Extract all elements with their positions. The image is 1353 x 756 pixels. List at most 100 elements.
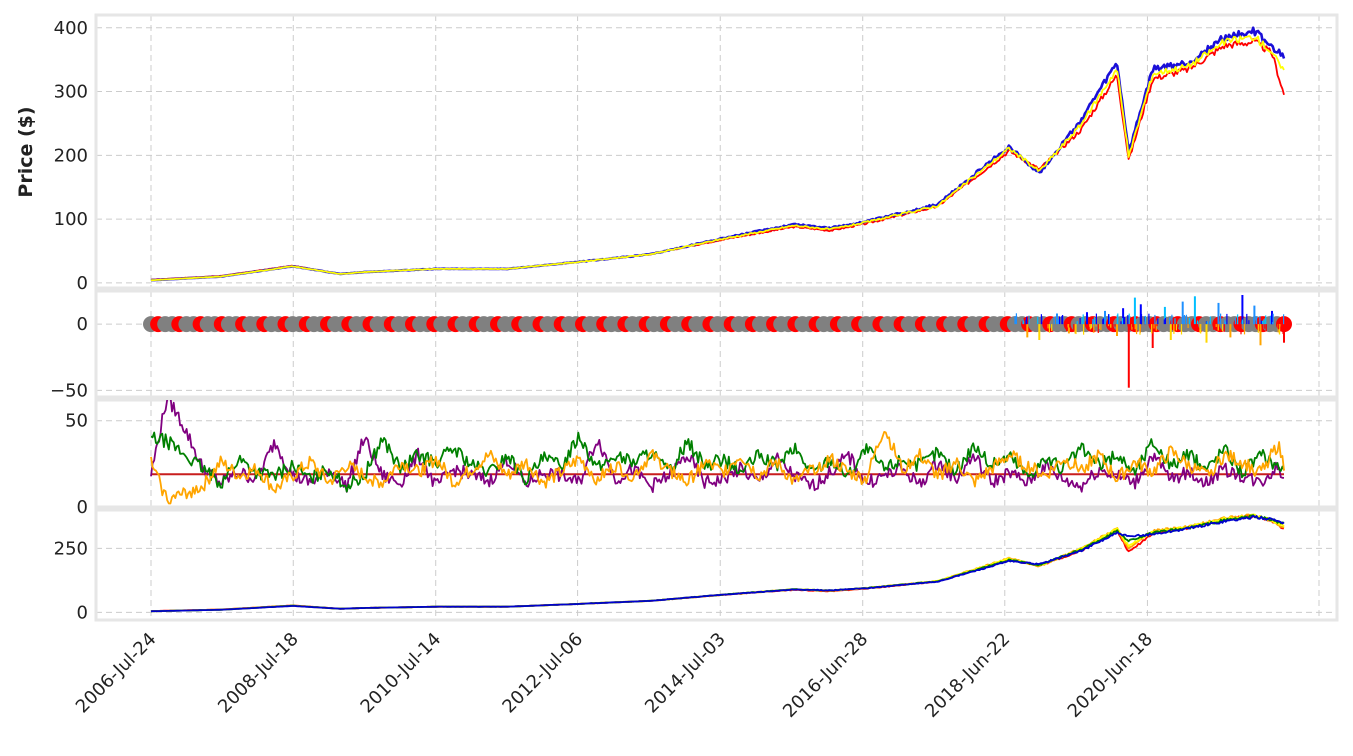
panel-frame — [94, 289, 1339, 399]
change-bar — [1073, 324, 1075, 331]
change-bar — [1114, 324, 1116, 327]
change-bar — [1140, 314, 1143, 325]
change-bar — [1023, 320, 1025, 325]
x-tick-label: 2006-Jul-24 — [72, 629, 161, 718]
change-bar — [1183, 315, 1185, 325]
change-bar — [1248, 320, 1250, 325]
change-bar — [1164, 317, 1166, 325]
change-bar — [1086, 312, 1088, 325]
change-bar — [1108, 316, 1110, 325]
y-tick-label: 300 — [54, 82, 88, 103]
series-line-3 — [150, 430, 1285, 505]
change-bar — [1272, 313, 1274, 325]
series-line-3 — [150, 35, 1285, 282]
y-tick-label: 200 — [54, 145, 88, 166]
change-bar — [1133, 324, 1135, 328]
change-bar — [1061, 315, 1063, 325]
change-bar — [1154, 314, 1156, 325]
change-bar — [1095, 313, 1097, 325]
change-bar — [1067, 324, 1069, 328]
change-bar — [1083, 324, 1085, 335]
change-bar — [1156, 324, 1158, 327]
change-bar — [1048, 324, 1050, 333]
change-bar — [1208, 321, 1211, 325]
change-bar — [1282, 324, 1284, 334]
change-bar — [1059, 316, 1061, 325]
change-bar — [1280, 324, 1283, 332]
change-bar — [1259, 324, 1261, 335]
change-bar — [1243, 324, 1246, 335]
change-bar — [1062, 315, 1064, 325]
change-bar — [1074, 324, 1076, 334]
change-bar — [1139, 304, 1142, 325]
change-bar — [1223, 324, 1225, 332]
change-bar — [1057, 319, 1060, 325]
change-bar — [1226, 313, 1228, 325]
change-bar — [1069, 324, 1071, 328]
change-bar — [1112, 324, 1114, 329]
y-tick-label: 250 — [54, 538, 88, 559]
x-tick-label: 2008-Jul-18 — [214, 629, 303, 718]
y-tick-label: 0 — [77, 314, 88, 335]
change-bar — [1240, 324, 1242, 335]
change-bar — [1127, 315, 1129, 325]
change-bar — [1163, 319, 1165, 325]
y-tick-label: −50 — [50, 380, 88, 401]
smoothed-panel: 0 250 — [54, 508, 1339, 623]
change-bar — [1037, 316, 1039, 325]
x-axis: 2006-Jul-24 2008-Jul-18 2010-Jul-14 2012-Ju… — [72, 629, 1157, 722]
change-bar — [1283, 324, 1285, 343]
change-bar — [1056, 313, 1058, 325]
price-panel: 0 100 200 300 400 — [54, 13, 1339, 294]
change-bar — [1120, 321, 1122, 325]
change-bar — [1102, 318, 1105, 325]
change-bar — [1095, 324, 1097, 327]
change-bar — [1265, 324, 1267, 332]
change-bar — [1153, 324, 1155, 329]
change-bar — [1122, 308, 1125, 325]
change-bar — [1139, 324, 1141, 335]
y-tick-label: 0 — [77, 497, 88, 518]
change-bar — [1102, 319, 1104, 325]
change-bar — [1144, 315, 1146, 325]
x-tick-label: 2016-Jun-28 — [779, 629, 872, 722]
change-bar — [1067, 324, 1070, 334]
change-bar — [1215, 324, 1217, 327]
change-bar — [1038, 324, 1041, 340]
change-bar — [1271, 310, 1273, 325]
change-bar — [1185, 314, 1187, 325]
change-bar — [1093, 317, 1095, 325]
change-bar — [1053, 316, 1055, 325]
change-bar — [1133, 297, 1136, 325]
price-axis-label: Price ($) — [15, 106, 37, 197]
change-bar — [1128, 313, 1130, 325]
change-bar — [1175, 324, 1177, 331]
change-bar — [1278, 324, 1280, 335]
change-bar — [1090, 324, 1092, 329]
change-bar — [1209, 316, 1211, 325]
change-bar — [1134, 324, 1136, 330]
change-bar — [1193, 296, 1196, 325]
change-bar — [1155, 324, 1157, 331]
change-bar — [1135, 324, 1137, 333]
change-bar — [1104, 310, 1106, 325]
change-bar — [1265, 315, 1267, 325]
change-bar — [1100, 324, 1102, 331]
change-bar — [1234, 317, 1236, 325]
change-bar — [1097, 324, 1099, 333]
change-bar — [1131, 324, 1133, 330]
change-bar — [1015, 313, 1017, 325]
change-bar — [1127, 324, 1130, 388]
change-bar — [1116, 314, 1118, 325]
series-line-3 — [150, 513, 1285, 613]
change-bar — [1177, 324, 1179, 328]
change-bar — [1188, 317, 1190, 325]
change-bar — [1014, 316, 1017, 325]
change-bar — [1221, 324, 1224, 332]
change-bar — [1110, 324, 1112, 328]
change-bar — [1041, 316, 1043, 325]
change-bar — [1169, 317, 1171, 325]
change-bar — [1196, 320, 1199, 325]
change-bar — [1218, 320, 1220, 325]
